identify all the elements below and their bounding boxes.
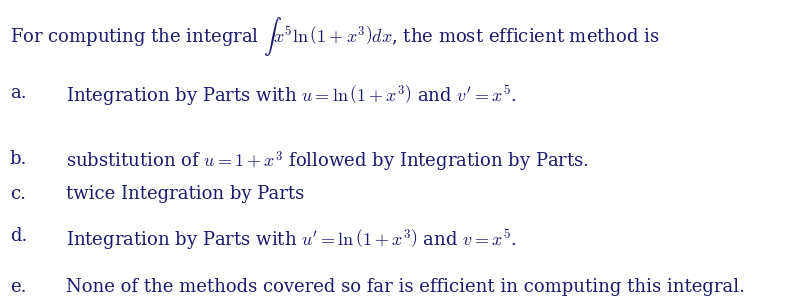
- Text: Integration by Parts with $u' = \ln\left(1+x^3\right)$ and $v = x^5$.: Integration by Parts with $u' = \ln\left…: [66, 227, 517, 252]
- Text: None of the methods covered so far is efficient in computing this integral.: None of the methods covered so far is ef…: [66, 278, 745, 296]
- Text: Integration by Parts with $u = \ln\left(1+x^3\right)$ and $v' = x^5$.: Integration by Parts with $u = \ln\left(…: [66, 84, 517, 108]
- Text: twice Integration by Parts: twice Integration by Parts: [66, 185, 305, 203]
- Text: b.: b.: [10, 150, 27, 167]
- Text: c.: c.: [10, 185, 26, 203]
- Text: For computing the integral $\int x^5\ln\left(1+x^3\right)dx$, the most efficient: For computing the integral $\int x^5\ln\…: [10, 15, 659, 58]
- Text: substitution of $u = 1+x^3$ followed by Integration by Parts.: substitution of $u = 1+x^3$ followed by …: [66, 150, 589, 174]
- Text: d.: d.: [10, 227, 27, 245]
- Text: e.: e.: [10, 278, 26, 296]
- Text: a.: a.: [10, 84, 27, 102]
